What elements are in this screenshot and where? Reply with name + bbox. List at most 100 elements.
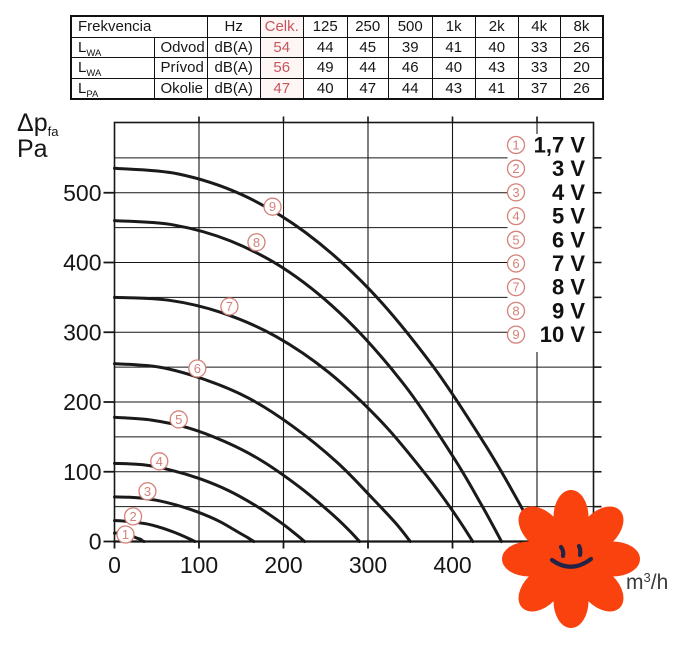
fan-curve-6 [113,362,412,543]
fan-curve-8 [113,219,503,543]
curve-marker-4-digit: 4 [156,454,163,469]
y-tick-label: 100 [63,459,101,485]
cell: 40 [431,57,476,79]
legend-voltage-6: 7 V [552,251,585,276]
legend-marker-1-digit: 1 [512,138,519,153]
curve-marker-5-circle [169,410,188,429]
row-name: Odvod [153,36,208,58]
legend-voltage-5: 6 V [552,227,585,252]
header-8k: 8k [559,15,604,38]
cell: 41 [474,77,519,100]
legend-voltage-1: 1,7 V [534,133,586,158]
header-1k: 1k [431,15,476,38]
table-header-row: Frekvencia Hz Celk. 125 250 500 1k 2k 4k… [70,15,604,38]
curve-marker-5-digit: 5 [175,412,182,427]
legend-marker-6-circle [506,254,526,273]
legend-voltage-9: 10 V [540,322,586,347]
fan-curve-5 [113,415,361,543]
table-row: LPA Okolie dB(A) 47 40 47 44 43 41 37 26 [70,77,604,100]
row-celk-value: 47 [259,77,304,100]
flower-graphic [502,490,640,628]
curve-marker-2-circle [123,507,143,526]
legend-marker-2-digit: 2 [512,161,519,176]
row-unit: dB(A) [206,77,261,100]
y-tick-label: 0 [89,529,102,555]
smile-icon [549,556,594,569]
curve-marker-6-digit: 6 [194,361,201,376]
curve-marker-3-digit: 3 [144,484,151,499]
curve-marker-3-circle [138,482,157,501]
header-frekvencia: Frekvencia [70,15,208,38]
y-tick-label: 300 [63,319,101,345]
y-axis-label: Δpfa [17,109,59,139]
curve-marker-8-digit: 8 [253,235,260,250]
cell: 40 [474,36,519,58]
legend-marker-3-circle [506,183,526,202]
cell: 33 [517,36,561,58]
row-celk-value: 56 [259,57,304,79]
cell: 40 [302,77,348,100]
table-row: LWA Prívod dB(A) 56 49 44 46 40 43 33 20 [70,57,604,79]
cell: 46 [387,57,433,79]
row-name: Okolie [153,77,208,100]
x-axis-unit: m3/h [626,570,668,594]
curve-marker-9-digit: 9 [269,199,276,214]
fan-curve-7 [113,295,475,543]
curve-marker-1-digit: 1 [122,527,129,542]
legend-marker-8-circle [506,301,526,321]
left-eye-icon [558,544,566,559]
header-250: 250 [346,15,389,38]
y-tick-label: 200 [63,389,101,415]
legend-voltage-2: 3 V [552,156,585,181]
curve-marker-1-circle [116,525,135,544]
header-500: 500 [387,15,433,38]
fan-curve-9 [113,166,541,543]
curve-marker-9-circle [263,197,282,216]
cell: 49 [302,57,348,79]
right-eye-icon [576,543,583,558]
curve-marker-2-digit: 2 [129,509,136,524]
y-axis-unit: Pa [17,135,48,163]
legend-marker-9-circle [506,325,526,344]
legend-marker-7-digit: 7 [512,280,519,295]
curve-marker-7-digit: 7 [226,299,233,314]
fan-curve-4 [113,461,307,543]
x-tick-label: 100 [180,552,218,578]
legend-voltage-7: 8 V [552,275,585,300]
cell: 44 [302,36,348,58]
curve-marker-7-circle [220,297,239,316]
x-tick-label: 0 [108,552,121,578]
y-tick-label: 400 [63,250,101,276]
legend-marker-2-circle [506,159,526,178]
legend-marker-5-digit: 5 [512,232,519,247]
legend-marker-7-circle [506,278,526,297]
legend-marker-4-circle [506,206,526,226]
cell: 20 [559,57,604,79]
curve-marker-8-circle [247,233,266,252]
legend-marker-1-circle [506,135,526,155]
header-celk: Celk. [259,15,304,38]
legend-marker-8-digit: 8 [512,303,519,318]
flower-face [543,530,599,586]
curve-marker-6-circle [188,359,207,378]
legend-voltage-4: 5 V [552,204,585,229]
cell: 44 [387,77,433,100]
legend-marker-6-digit: 6 [512,256,519,271]
x-tick-label: 400 [433,552,471,578]
x-tick-label: 300 [349,552,387,578]
legend-voltage-8: 9 V [552,298,585,323]
legend-marker-5-circle [506,230,526,249]
noise-spectrum-table: Frekvencia Hz Celk. 125 250 500 1k 2k 4k… [70,15,605,100]
header-2k: 2k [474,15,519,38]
legend-voltage-3: 4 V [552,180,585,205]
legend-marker-4-digit: 4 [512,209,519,224]
header-hz: Hz [206,15,261,38]
x-tick-label: 200 [264,552,302,578]
legend-marker-9-digit: 9 [512,327,519,342]
row-unit: dB(A) [206,36,261,58]
cell: 47 [346,77,389,100]
row-celk-value: 54 [259,36,304,58]
y-tick-label: 500 [63,180,101,206]
